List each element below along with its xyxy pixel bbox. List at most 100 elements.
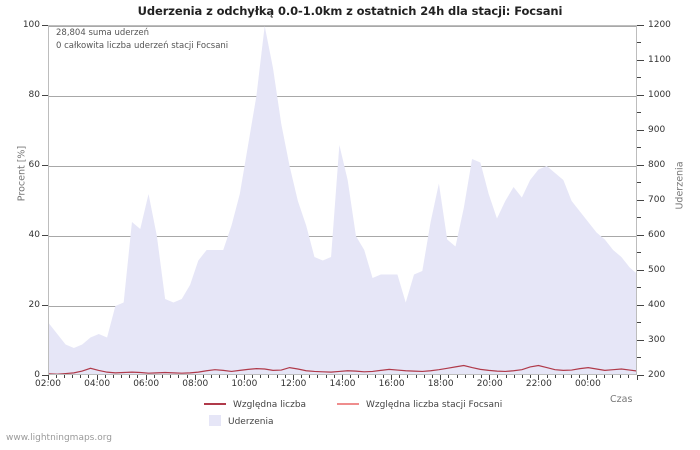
x-tickmark [235,375,237,378]
y-axis-label-left: Procent [%] [16,145,28,202]
y-tick-right-400: 400 [648,300,666,310]
y-axis-label-right: Uderzenia [674,161,686,210]
x-tick-0000: 00:00 [574,379,601,389]
y-tickmark-left [42,304,48,306]
y-tick-right-800: 800 [648,160,666,170]
legend-line-swatch-relative-station [337,402,359,405]
plot-area [48,25,637,375]
x-tickmark [47,375,49,380]
legend-item-strokes: Uderzenia [204,415,274,427]
y-tickmark-right [637,269,644,271]
y-tickmark-right [637,339,644,341]
x-tick-1800: 18:00 [427,379,454,389]
x-tickmark [112,375,114,378]
x-tick-2200: 22:00 [525,379,552,389]
x-tickmark [636,375,638,380]
x-tickmark [104,375,106,378]
x-tickmark [227,375,229,378]
y-tickmark-right [637,129,644,131]
x-tickmark [464,375,466,378]
x-tick-2000: 20:00 [476,379,503,389]
x-tickmark [88,375,90,378]
y-tick-left-40: 40 [28,230,40,240]
x-tickmark [579,375,581,378]
y-tick-right-900: 900 [648,125,666,135]
x-tickmark [211,375,213,378]
x-tickmark [415,375,417,378]
x-tickmark [342,375,343,380]
x-tickmark [366,375,368,378]
y-tickmark-right [637,322,641,323]
x-tickmark [260,375,262,378]
x-tickmark [358,375,360,378]
x-tickmark [317,375,319,378]
y-tickmark-right [637,217,641,218]
x-tickmark [546,375,548,378]
x-axis-label: Czas [610,394,633,405]
y-tickmark-right [637,112,641,113]
y-tick-right-600: 600 [648,230,666,240]
y-tick-right-1200: 1200 [648,20,671,30]
x-tickmark [595,375,597,378]
y-tickmark-left [42,164,48,166]
x-tickmark [530,375,532,378]
x-tickmark [178,375,180,378]
page-title: Uderzenia z odchyłką 0.0-1.0km z ostatni… [137,4,563,18]
x-tickmark [243,375,245,380]
x-tickmark [513,375,515,378]
x-tickmark [284,375,286,378]
y-tickmark-right [637,287,641,288]
y-tickmark-right [637,357,641,358]
legend-label-relative-station: Względna liczba stacji Focsani [366,400,503,410]
x-tick-1400: 14:00 [329,379,356,389]
x-tickmark [309,375,311,378]
x-tickmark [562,375,564,378]
y-tickmark-left [42,94,48,96]
y-tickmark-right [637,24,644,26]
x-tickmark [554,375,556,378]
legend-area-swatch-strokes [209,415,221,426]
y-tickmark-right [637,234,644,236]
x-tickmark [137,375,139,378]
x-tickmark [440,375,442,380]
y-tick-right-1000: 1000 [648,90,671,100]
x-tickmark [374,375,376,378]
x-tickmark [96,375,98,380]
x-tickmark [350,375,352,378]
y-tickmark-right [637,199,644,201]
x-tickmark [571,375,573,378]
legend-label-relative: Względna liczba [233,400,307,410]
x-tickmark [382,375,384,378]
y-tick-left-20: 20 [28,300,40,310]
x-tickmark [628,375,630,378]
y-tickmark-right [637,374,644,376]
plot-canvas [49,26,636,374]
y-tickmark-right [637,59,644,61]
x-tick-0200: 02:00 [35,379,61,389]
x-tickmark [121,375,123,378]
x-tickmark [63,375,65,378]
y-tickmark-left [42,234,48,236]
x-tickmark [603,375,605,378]
x-tick-1200: 12:00 [280,379,307,389]
y-tick-right-200: 200 [648,370,666,380]
x-tickmark [268,375,270,378]
x-tickmark [538,375,540,380]
x-tickmark [472,375,474,378]
x-tickmark [611,375,613,378]
y-tick-left-100: 100 [22,20,40,30]
x-tickmark [423,375,425,378]
x-tickmark [431,375,433,378]
x-tickmark [72,375,74,378]
x-tickmark [620,375,622,378]
x-tickmark [481,375,483,378]
x-tickmark [325,375,327,378]
x-tickmark [80,375,82,378]
x-tick-1000: 10:00 [231,379,258,389]
y-tick-left-60: 60 [28,160,40,170]
x-tickmark [505,375,507,378]
x-tickmark [456,375,458,378]
x-tickmark [333,375,335,378]
x-tickmark [399,375,401,378]
